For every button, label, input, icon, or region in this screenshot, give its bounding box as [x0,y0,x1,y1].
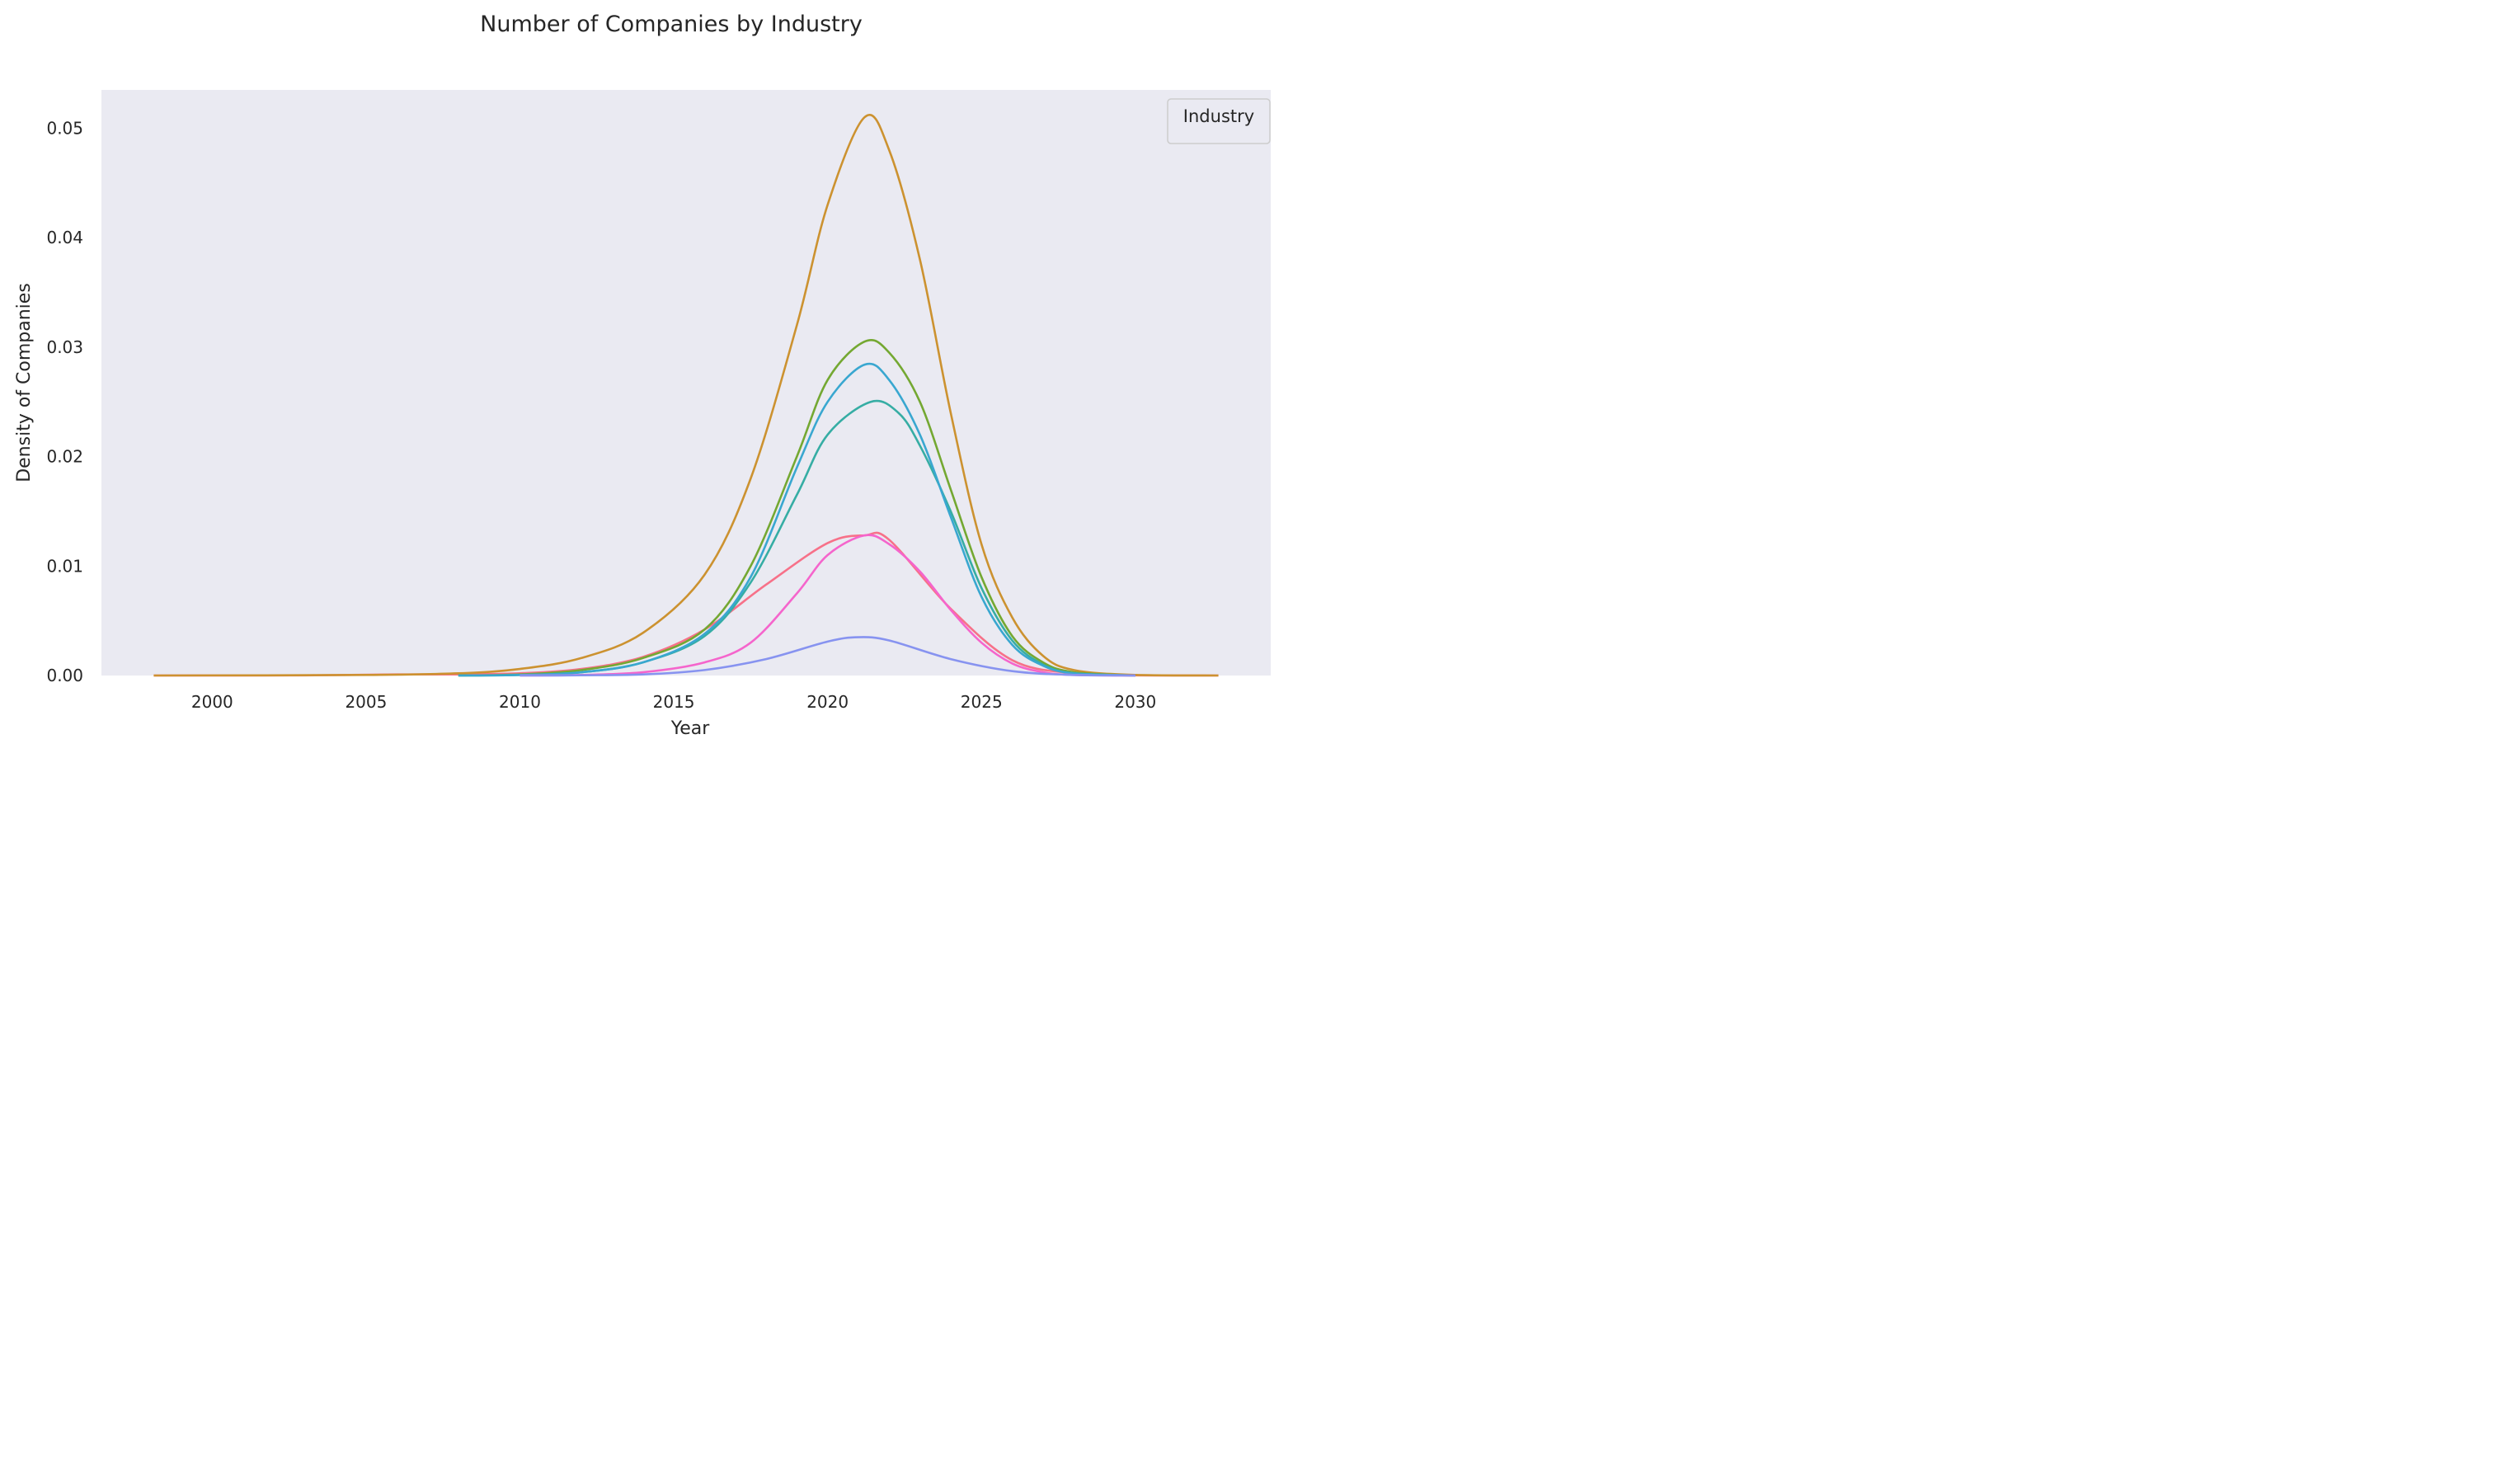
x-axis-ticks: 2000 2005 2010 2015 2020 2025 2030 [191,692,1156,712]
y-tick-label: 0.04 [46,228,83,247]
legend-box [1167,98,1271,144]
x-tick-label: 2010 [499,692,541,712]
x-tick-label: 2020 [806,692,849,712]
y-tick-label: 0.00 [46,666,83,685]
x-tick-label: 2000 [191,692,233,712]
density-line-6 [520,534,1135,677]
density-line-3 [458,338,1135,677]
y-tick-label: 0.01 [46,556,83,576]
x-axis-title: Year [670,718,711,739]
density-line-7 [520,636,1135,677]
legend-title: Industry [1183,106,1254,126]
y-tick-label: 0.03 [46,337,83,357]
density-line-5 [458,362,1135,677]
x-tick-label: 2025 [961,692,1003,712]
y-axis-title: Density of Companies [14,283,35,483]
density-line-2 [153,114,1219,677]
legend: Industry [1167,98,1271,144]
chart-title: Number of Companies by Industry [480,12,863,37]
y-tick-label: 0.02 [46,447,83,467]
y-axis-ticks: 0.00 0.01 0.02 0.03 0.04 0.05 [46,118,83,685]
plot-area [101,90,1271,676]
x-tick-label: 2005 [345,692,387,712]
x-tick-label: 2030 [1114,692,1156,712]
y-tick-label: 0.05 [46,118,83,138]
series-layer [153,114,1219,677]
density-chart: Number of Companies by Industry 2000 2005… [14,12,1271,739]
x-tick-label: 2015 [653,692,695,712]
